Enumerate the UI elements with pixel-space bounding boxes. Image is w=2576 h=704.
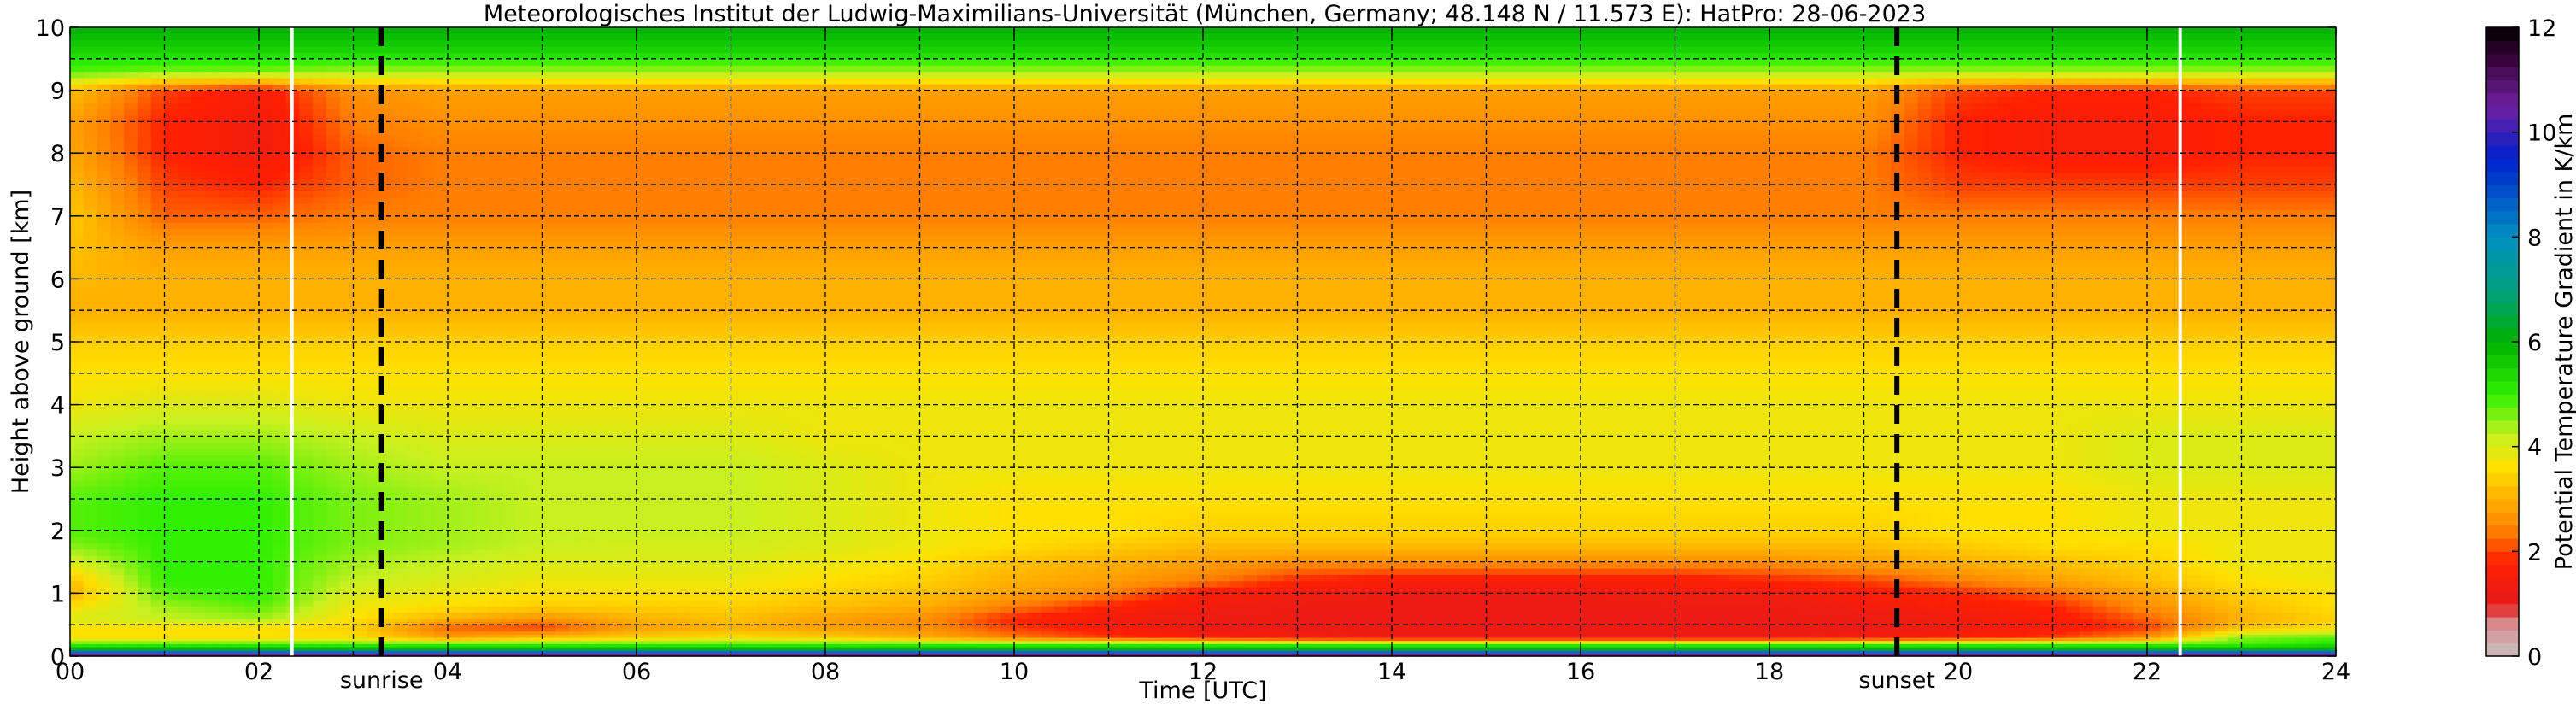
colorbar-segment	[2486, 590, 2519, 605]
y-tick-label: 8	[50, 141, 65, 167]
colorbar-tick-label: 4	[2527, 435, 2542, 461]
colorbar-segment	[2486, 145, 2519, 159]
colorbar-segment	[2486, 525, 2519, 539]
colorbar-segment	[2486, 237, 2519, 251]
y-tick-label: 2	[50, 519, 65, 545]
colorbar-segment	[2486, 67, 2519, 80]
colorbar-segment	[2486, 185, 2519, 198]
colorbar-segment	[2486, 472, 2519, 487]
colorbar-segment	[2486, 27, 2519, 41]
x-axis-label: Time [UTC]	[1138, 678, 1266, 704]
event-lines: sunrise sunset	[340, 27, 1935, 694]
x-tick-label: 18	[1755, 659, 1784, 685]
colorbar-segment	[2486, 538, 2519, 552]
colorbar-segment	[2486, 197, 2519, 212]
colorbar-segment	[2486, 119, 2519, 133]
colorbar-segment	[2486, 460, 2519, 473]
y-tick-label: 0	[50, 644, 65, 671]
sunrise-label: sunrise	[340, 667, 424, 694]
colorbar-segment	[2486, 642, 2519, 657]
colorbar-segment	[2486, 564, 2519, 578]
colorbar	[2486, 27, 2519, 657]
colorbar-segment	[2486, 289, 2519, 303]
colorbar-segment	[2486, 485, 2519, 500]
colorbar-segment	[2486, 328, 2519, 343]
colorbar-tick-label: 6	[2527, 330, 2542, 356]
x-tick-label: 16	[1566, 659, 1595, 685]
y-tick-label: 9	[50, 79, 65, 105]
colorbar-segment	[2486, 342, 2519, 355]
colorbar-segment	[2486, 106, 2519, 120]
y-axis-label: Height above ground [km]	[8, 190, 34, 494]
colorbar-segment	[2486, 394, 2519, 408]
colorbar-segment	[2486, 512, 2519, 526]
x-tick-label: 12	[1188, 659, 1218, 685]
colorbar-segment	[2486, 276, 2519, 290]
colorbar-segment	[2486, 79, 2519, 94]
colorbar-segment	[2486, 249, 2519, 264]
colorbar-label: Potential Temperature Gradient in K/km	[2551, 114, 2576, 571]
x-tick-label: 08	[811, 659, 840, 685]
colorbar-segment	[2486, 355, 2519, 369]
x-tick-label: 10	[1000, 659, 1029, 685]
colorbar-segment	[2486, 551, 2519, 566]
colorbar-segment	[2486, 499, 2519, 513]
x-axis: 00 02 04 06 08 10 12 14 16 18 20 22 24	[56, 27, 2350, 685]
colorbar-segment	[2486, 224, 2519, 238]
colorbar-segment	[2486, 630, 2519, 644]
y-tick-label: 5	[50, 330, 65, 356]
colorbar-segment	[2486, 367, 2519, 382]
colorbar-tick-label: 8	[2527, 225, 2542, 251]
data-gap	[2178, 27, 2182, 656]
colorbar-segment	[2486, 210, 2519, 225]
data-gap-lines	[290, 27, 2182, 656]
y-tick-label: 6	[50, 267, 65, 293]
colorbar-segment	[2486, 381, 2519, 395]
colorbar-tick-label: 12	[2527, 15, 2556, 42]
y-tick-label: 3	[50, 455, 65, 482]
x-tick-label: 22	[2133, 659, 2162, 685]
data-gap	[290, 27, 294, 656]
colorbar-segment	[2486, 578, 2519, 591]
colorbar-ticks: 0 2 4 6 8 10 12	[2512, 15, 2556, 671]
heatmap	[70, 27, 2337, 657]
colorbar-segment	[2486, 302, 2519, 316]
x-tick-label: 06	[622, 659, 651, 685]
colorbar-segment	[2486, 92, 2519, 107]
x-tick-label: 00	[56, 659, 85, 685]
colorbar-segment	[2486, 171, 2519, 185]
colorbar-segment	[2486, 315, 2519, 330]
colorbar-tick-label: 2	[2527, 539, 2542, 566]
colorbar-segment	[2486, 407, 2519, 421]
x-tick-label: 04	[433, 659, 462, 685]
x-tick-label: 24	[2321, 659, 2350, 685]
colorbar-segment	[2486, 420, 2519, 434]
colorbar-tick-label: 0	[2527, 644, 2542, 671]
colorbar-segment	[2486, 617, 2519, 631]
y-tick-label: 1	[50, 581, 65, 607]
colorbar-segment	[2486, 53, 2519, 67]
colorbar-segment	[2486, 158, 2519, 173]
x-tick-label: 20	[1944, 659, 1973, 685]
x-tick-label: 14	[1377, 659, 1406, 685]
y-tick-label: 7	[50, 204, 65, 231]
colorbar-segment	[2486, 263, 2519, 277]
sunset-label: sunset	[1858, 667, 1935, 694]
x-tick-label: 02	[244, 659, 273, 685]
chart-title: Meteorologisches Institut der Ludwig-Max…	[484, 1, 1926, 27]
colorbar-segment	[2486, 40, 2519, 55]
grid	[70, 27, 2336, 656]
colorbar-segment	[2486, 446, 2519, 461]
colorbar-segment	[2486, 603, 2519, 618]
colorbar-segment	[2486, 132, 2519, 146]
y-tick-label: 10	[36, 15, 65, 42]
colorbar-segment	[2486, 433, 2519, 448]
y-axis: 0 1 2 3 4 5 6 7 8 9 10	[36, 15, 2336, 671]
colorbar-tick-label: 10	[2527, 120, 2556, 147]
y-tick-label: 4	[50, 393, 65, 419]
